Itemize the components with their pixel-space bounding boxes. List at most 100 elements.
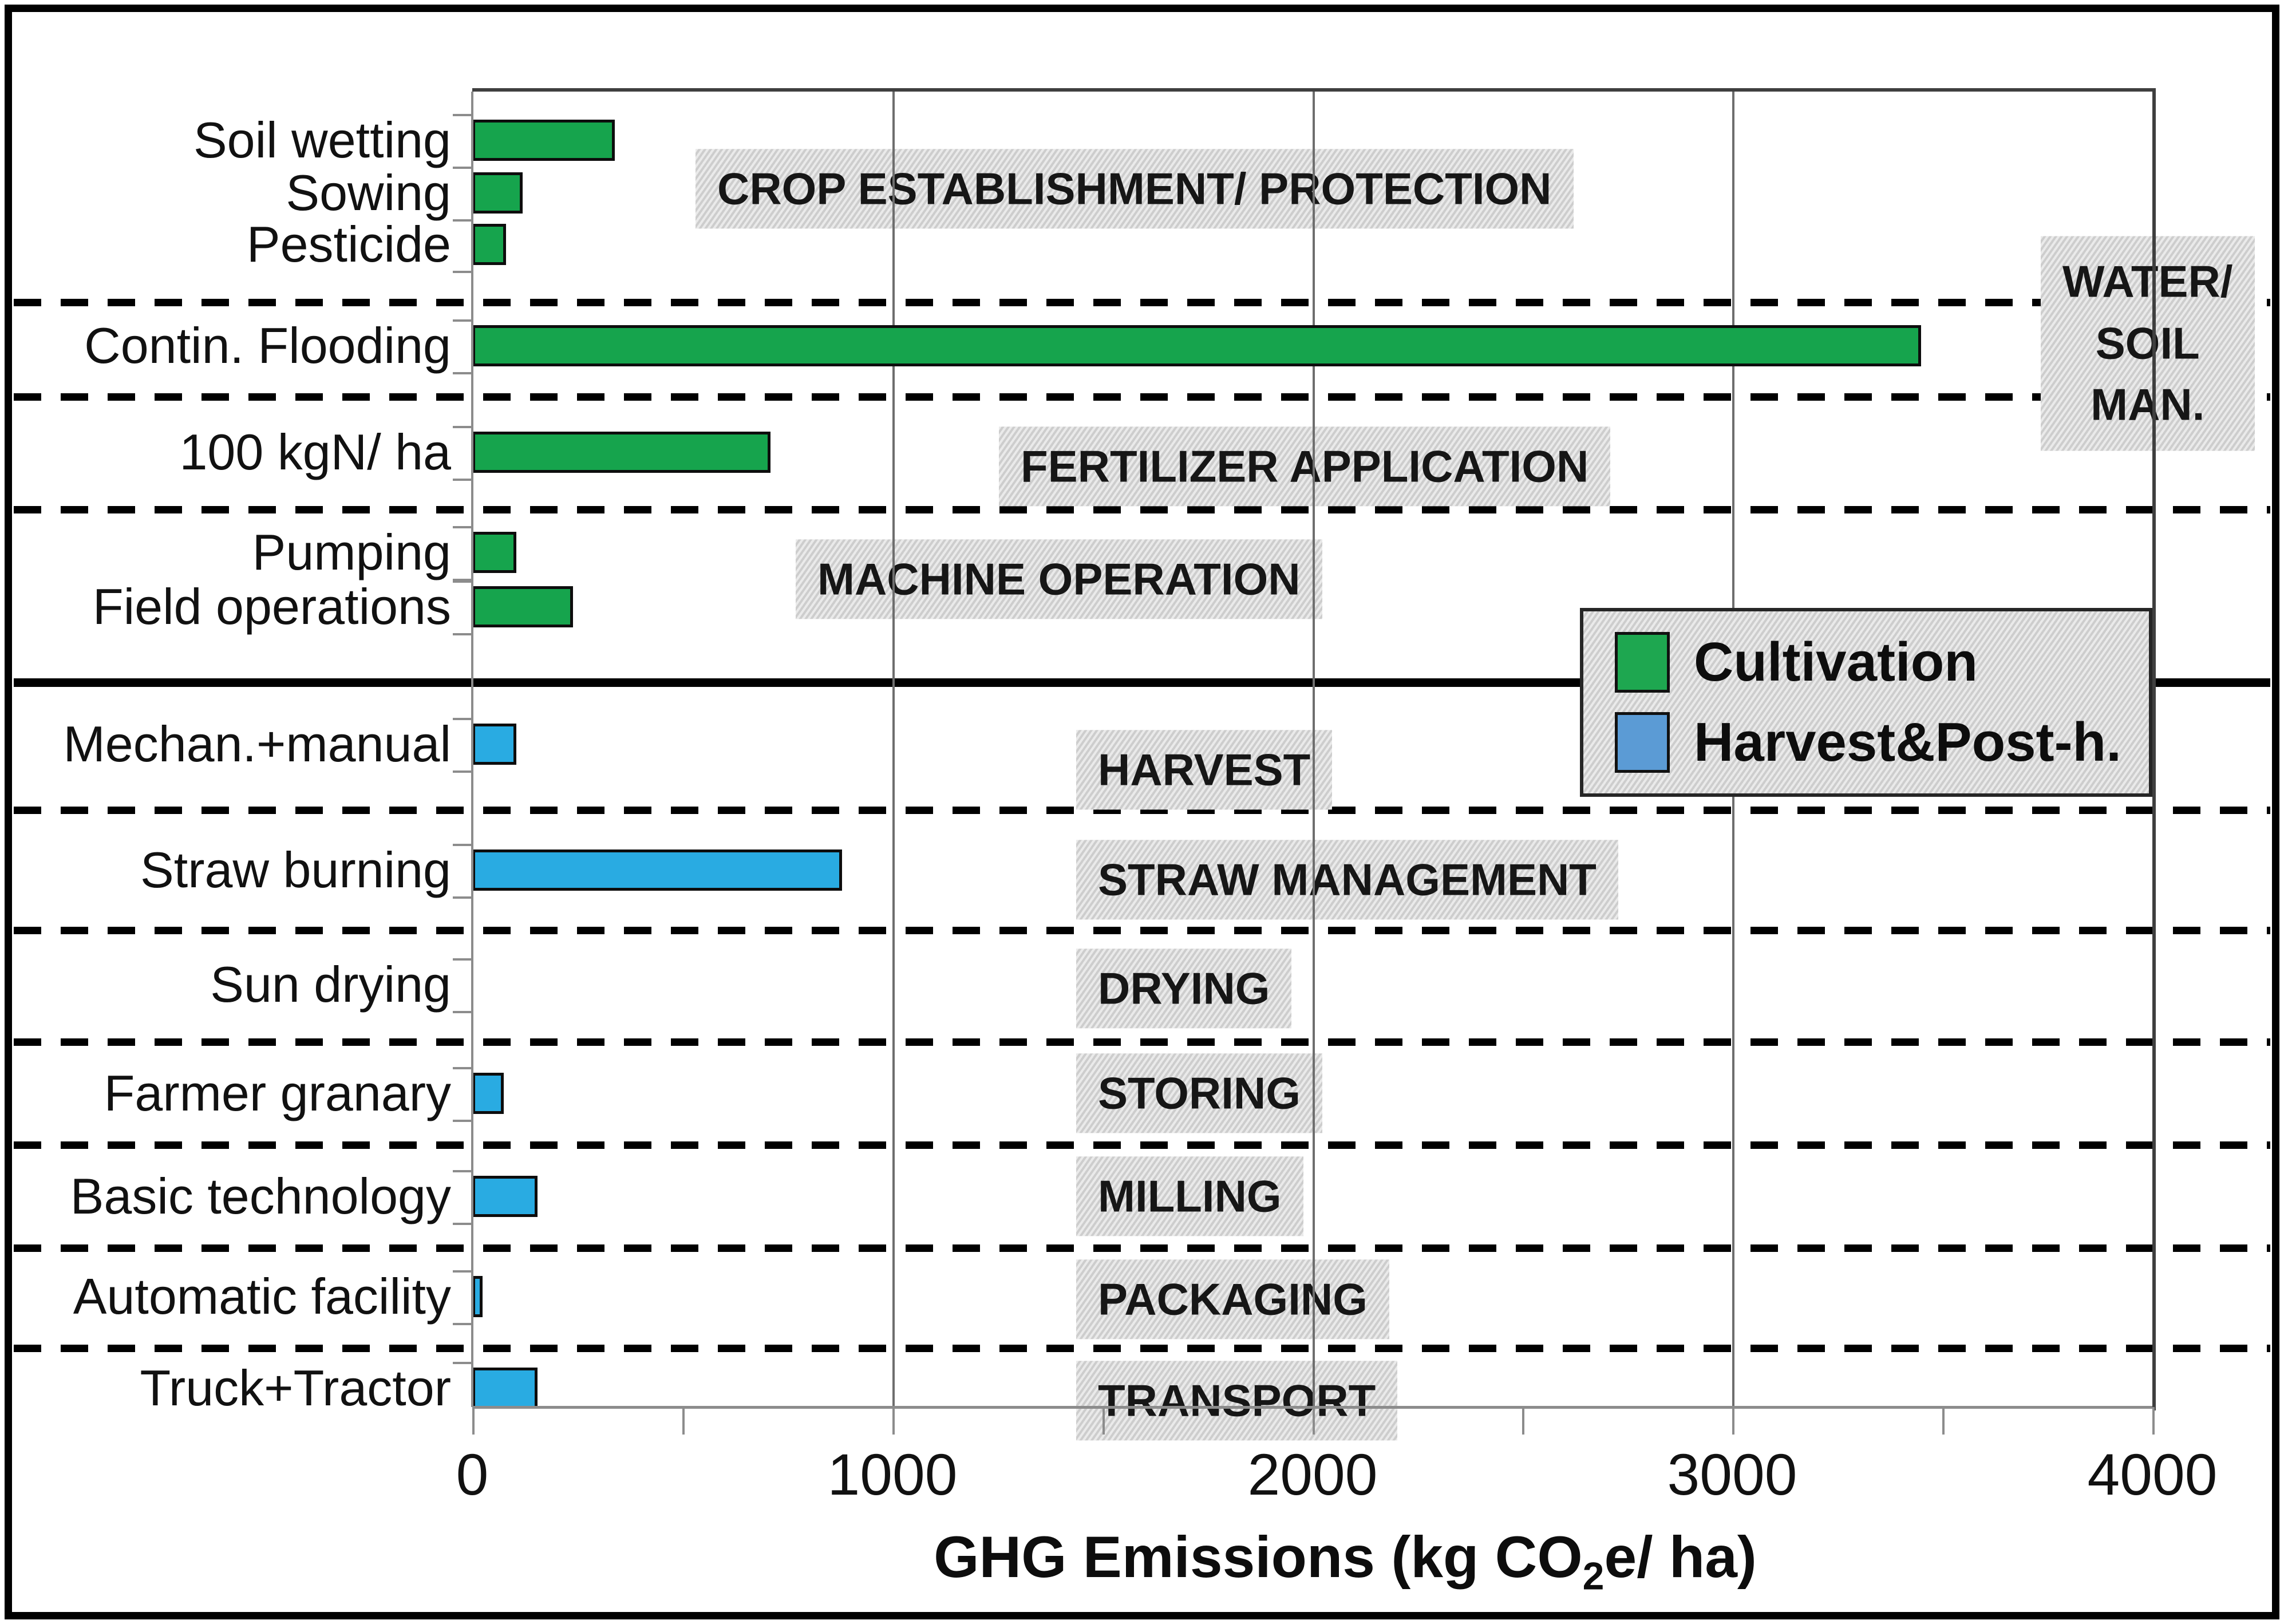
y-axis-tick <box>453 1223 472 1225</box>
section-label: WATER/SOIL MAN. <box>2041 236 2255 451</box>
bar-harvest <box>472 1276 483 1317</box>
section-label: MACHINE OPERATION <box>796 539 1322 619</box>
y-axis-tick <box>453 1362 472 1364</box>
section-divider-line <box>14 1244 2270 1252</box>
y-axis-tick <box>453 1323 472 1325</box>
section-label: STORING <box>1076 1053 1322 1133</box>
section-label-line: SOIL <box>2095 318 2200 369</box>
x-axis-tick <box>472 1407 475 1435</box>
section-label: MILLING <box>1076 1156 1303 1236</box>
section-label: STRAW MANAGEMENT <box>1076 840 1618 920</box>
section-divider-line <box>14 1038 2270 1046</box>
legend: Cultivation Harvest&Post-h. <box>1580 608 2152 797</box>
y-axis-tick <box>453 319 472 322</box>
gridline <box>1313 92 1315 1407</box>
plot-border-right <box>2152 88 2156 1410</box>
y-axis-tick <box>453 844 472 846</box>
section-label: CROP ESTABLISHMENT/ PROTECTION <box>696 149 1574 229</box>
category-label: Pumping <box>252 524 451 580</box>
bar-harvest <box>472 1176 538 1217</box>
legend-item-harvest: Harvest&Post-h. <box>1615 711 2121 774</box>
bar-cultivation <box>472 224 506 265</box>
y-axis-tick <box>453 271 472 273</box>
x-tick-label: 1000 <box>827 1442 958 1507</box>
y-axis-tick <box>453 1067 472 1069</box>
bar-cultivation <box>472 325 1921 366</box>
x-axis-title: GHG Emissions (kg CO2e/ ha) <box>934 1524 1757 1598</box>
y-axis-tick <box>453 1170 472 1172</box>
y-axis-tick <box>453 896 472 899</box>
section-label: DRYING <box>1076 949 1292 1029</box>
section-label-line: MAN. <box>2091 379 2205 430</box>
x-axis-title-subscript: 2 <box>1582 1554 1605 1598</box>
legend-label-cultivation: Cultivation <box>1694 631 1978 693</box>
section-divider-line <box>14 1345 2270 1352</box>
section-divider-line <box>14 927 2270 934</box>
y-axis-tick <box>453 219 472 222</box>
y-axis-tick <box>453 372 472 374</box>
legend-item-cultivation: Cultivation <box>1615 631 2117 694</box>
y-axis-tick <box>453 479 472 481</box>
section-divider-line <box>14 807 2270 814</box>
y-axis-tick <box>453 633 472 635</box>
bar-cultivation <box>472 432 770 473</box>
y-axis-tick <box>453 770 472 773</box>
section-divider-line <box>14 1141 2270 1149</box>
legend-label-harvest: Harvest&Post-h. <box>1694 712 2121 773</box>
bar-cultivation <box>472 172 523 214</box>
bar-harvest <box>472 724 516 765</box>
harvest-swatch-icon <box>1615 712 1670 773</box>
section-divider-line <box>14 393 2270 401</box>
y-axis-tick <box>453 426 472 428</box>
x-axis-tick <box>1103 1407 1105 1435</box>
section-divider-line <box>14 299 2270 306</box>
x-axis-tick <box>1313 1407 1315 1435</box>
y-axis-tick <box>453 526 472 528</box>
category-label: Pesticide <box>246 216 451 272</box>
section-label-line: WATER/ <box>2062 256 2233 307</box>
x-axis-tick <box>1522 1407 1524 1435</box>
category-label: Sun drying <box>210 956 451 1013</box>
y-axis-tick <box>453 958 472 961</box>
section-label: TRANSPORT <box>1076 1361 1398 1441</box>
category-label: Mechan.+manual <box>63 716 451 772</box>
x-axis-tick <box>1942 1407 1945 1435</box>
category-label: Basic technology <box>70 1168 451 1224</box>
section-label: FERTILIZER APPLICATION <box>999 426 1611 507</box>
x-tick-label: 2000 <box>1247 1442 1378 1507</box>
category-label: Truck+Tractor <box>140 1360 451 1416</box>
x-axis-title-suffix: e/ ha) <box>1604 1524 1757 1590</box>
category-label: Farmer granary <box>104 1065 451 1121</box>
x-tick-label: 0 <box>456 1442 489 1507</box>
y-axis-tick <box>453 1120 472 1122</box>
x-tick-label: 4000 <box>2087 1442 2218 1507</box>
gridline <box>892 92 895 1407</box>
y-axis-tick <box>453 1011 472 1013</box>
section-divider-line <box>14 506 2270 513</box>
y-axis-tick <box>453 579 472 581</box>
cultivation-swatch-icon <box>1615 632 1670 693</box>
category-label: Field operations <box>92 578 451 635</box>
x-axis-tick <box>682 1407 685 1435</box>
x-axis-tick <box>892 1407 895 1435</box>
bar-cultivation <box>472 120 615 161</box>
x-axis-line <box>472 1406 2152 1409</box>
y-axis-tick <box>453 114 472 116</box>
section-label: HARVEST <box>1076 730 1333 810</box>
bar-harvest <box>472 1073 504 1114</box>
y-axis-tick <box>453 167 472 169</box>
category-label: Contin. Flooding <box>84 317 451 374</box>
x-axis-tick <box>2152 1407 2155 1435</box>
y-axis-line <box>471 92 473 1407</box>
y-axis-tick <box>453 718 472 720</box>
section-label: PACKAGING <box>1076 1259 1389 1339</box>
category-label: Soil wetting <box>193 112 451 168</box>
x-axis-tick <box>1732 1407 1734 1435</box>
category-label: 100 kgN/ ha <box>179 424 451 480</box>
category-label: Straw burning <box>140 841 451 898</box>
bar-harvest <box>472 849 842 891</box>
category-label: Automatic facility <box>73 1268 451 1325</box>
x-axis-title-prefix: GHG Emissions (kg CO <box>934 1524 1583 1590</box>
category-label: Sowing <box>286 164 451 221</box>
